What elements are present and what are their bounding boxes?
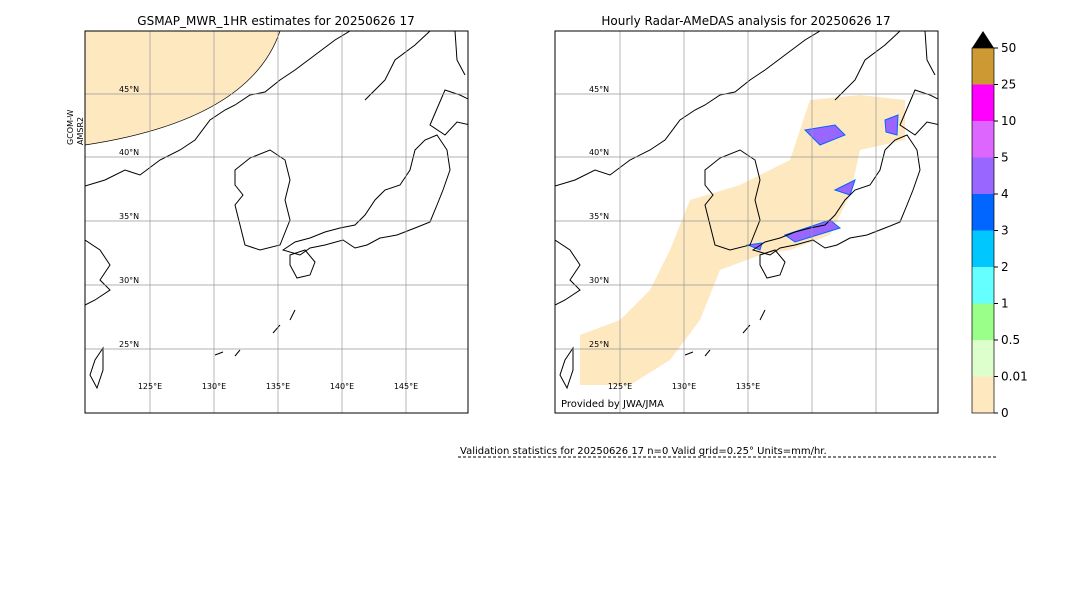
lon-label: 130°E bbox=[672, 382, 696, 391]
colorbar-label: 10 bbox=[1001, 114, 1016, 128]
sensor-label: GCOM-W bbox=[66, 109, 75, 145]
colorbar-label: 50 bbox=[1001, 41, 1016, 55]
colorbar-swatch bbox=[972, 84, 994, 121]
credit: Provided by JWA/JMA bbox=[561, 399, 664, 410]
left-map bbox=[85, 31, 468, 413]
colorbar-swatch bbox=[972, 121, 994, 158]
lon-label: 130°E bbox=[202, 382, 226, 391]
lon-label: 125°E bbox=[138, 382, 162, 391]
lon-label: 140°E bbox=[330, 382, 354, 391]
lat-label: 40°N bbox=[119, 148, 139, 157]
colorbar-label: 4 bbox=[1001, 187, 1009, 201]
colorbar-label: 5 bbox=[1001, 151, 1009, 165]
colorbar-label: 3 bbox=[1001, 224, 1009, 238]
colorbar-extend bbox=[972, 31, 994, 48]
left-frame bbox=[84, 30, 469, 414]
sensor-label: AMSR2 bbox=[76, 117, 85, 145]
lat-label: 25°N bbox=[589, 340, 609, 349]
lat-label: 30°N bbox=[119, 276, 139, 285]
lat-label: 45°N bbox=[589, 85, 609, 94]
lat-label: 40°N bbox=[589, 148, 609, 157]
lon-label: 135°E bbox=[266, 382, 290, 391]
colorbar-swatch bbox=[972, 376, 994, 413]
colorbar-label: 0 bbox=[1001, 406, 1009, 420]
lat-label: 45°N bbox=[119, 85, 139, 94]
colorbar-label: 25 bbox=[1001, 78, 1016, 92]
map-title: GSMAP_MWR_1HR estimates for 20250626 17 bbox=[137, 14, 414, 28]
lat-label: 35°N bbox=[119, 212, 139, 221]
colorbar-swatch bbox=[972, 340, 994, 377]
colorbar-swatch bbox=[972, 230, 994, 267]
colorbar-label: 0.5 bbox=[1001, 333, 1020, 347]
lat-label: 30°N bbox=[589, 276, 609, 285]
colorbar-swatch bbox=[972, 157, 994, 194]
colorbar-swatch bbox=[972, 194, 994, 231]
lon-label: 135°E bbox=[736, 382, 760, 391]
right-map bbox=[555, 31, 938, 413]
map-title: Hourly Radar-AMeDAS analysis for 2025062… bbox=[601, 14, 890, 28]
colorbar-swatch bbox=[972, 267, 994, 304]
colorbar-swatch bbox=[972, 48, 994, 85]
lat-label: 25°N bbox=[119, 340, 139, 349]
lon-label: 125°E bbox=[608, 382, 632, 391]
colorbar-label: 1 bbox=[1001, 297, 1009, 311]
lon-label: 145°E bbox=[394, 382, 418, 391]
footer-text: Validation statistics for 20250626 17 n=… bbox=[460, 446, 827, 457]
right-frame bbox=[554, 30, 939, 414]
lat-label: 35°N bbox=[589, 212, 609, 221]
colorbar-swatch bbox=[972, 303, 994, 340]
colorbar-label: 0.01 bbox=[1001, 370, 1028, 384]
colorbar-label: 2 bbox=[1001, 260, 1009, 274]
